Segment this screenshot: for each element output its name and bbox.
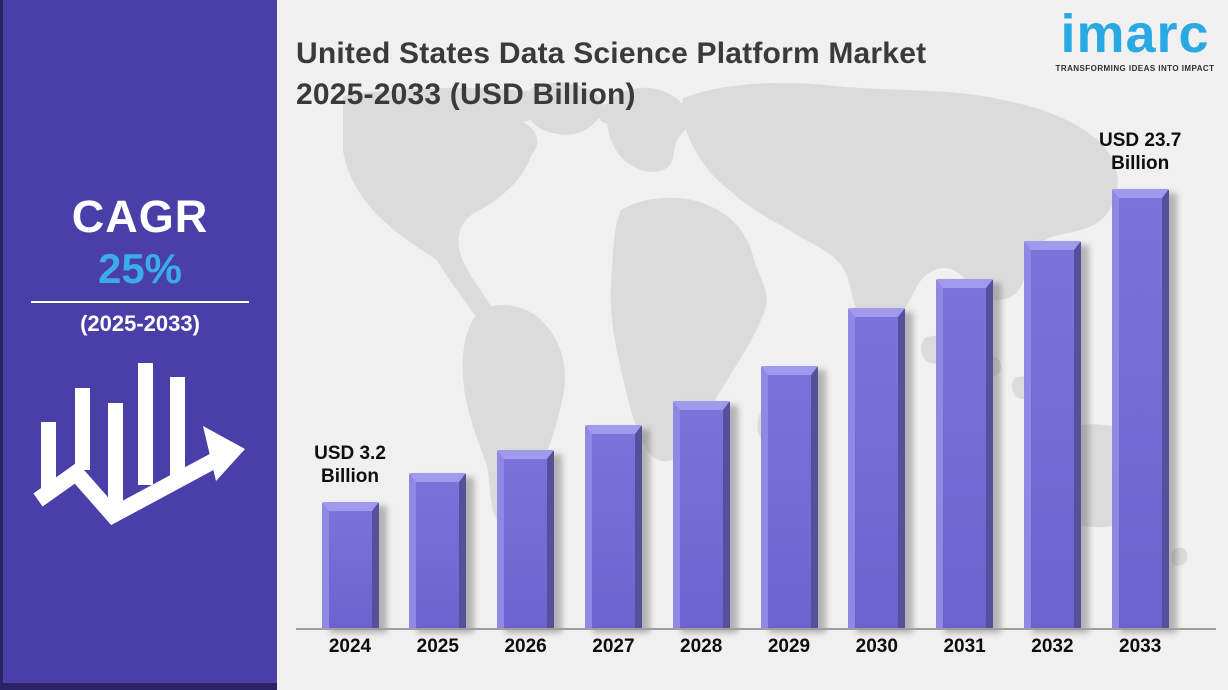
cagr-period: (2025-2033): [80, 311, 200, 336]
cagr-sidebar: CAGR 25% (2025-2033): [0, 0, 277, 690]
title-line-2: 2025-2033 (USD Billion): [296, 78, 636, 112]
year-label-2027: 2027: [592, 636, 635, 657]
year-label-2031: 2031: [943, 636, 986, 657]
bar-2026: [497, 450, 555, 629]
year-label-2025: 2025: [416, 636, 459, 657]
year-label-2028: 2028: [680, 636, 723, 657]
x-axis-line: [296, 628, 1216, 630]
imarc-wordmark: imarc: [1060, 4, 1210, 64]
year-label-2026: 2026: [504, 636, 547, 657]
page-title: United States Data Science Platform Mark…: [296, 33, 1066, 115]
bar-2025: [409, 473, 467, 629]
growth-chart-arrow-icon: [32, 363, 245, 525]
bar-2028: [672, 401, 730, 629]
year-label-2024: 2024: [328, 636, 372, 657]
value-label-2033: USD 23.7 Billion: [1099, 130, 1182, 174]
cagr-label: CAGR: [71, 191, 209, 242]
value-label-2024: USD 3.2 Billion: [314, 443, 386, 487]
bar-2029: [760, 366, 818, 629]
cagr-value: 25%: [97, 245, 183, 292]
bar-2032: [1023, 241, 1081, 629]
year-label-2030: 2030: [855, 636, 898, 657]
bar-2030: [848, 308, 906, 629]
bar-2033: [1111, 189, 1169, 629]
sidebar-divider: [31, 301, 249, 303]
imarc-tagline: TRANSFORMING IDEAS INTO IMPACT: [1055, 64, 1215, 73]
imarc-logo: imarc TRANSFORMING IDEAS INTO IMPACT: [1042, 2, 1228, 73]
bar-2024: [321, 502, 379, 629]
title-line-1: United States Data Science Platform Mark…: [296, 37, 927, 71]
year-label-2029: 2029: [767, 636, 811, 657]
bar-2031: [936, 279, 994, 629]
bar-2027: [584, 425, 642, 629]
year-label-2032: 2032: [1031, 636, 1074, 657]
year-label-2033: 2033: [1119, 636, 1162, 657]
